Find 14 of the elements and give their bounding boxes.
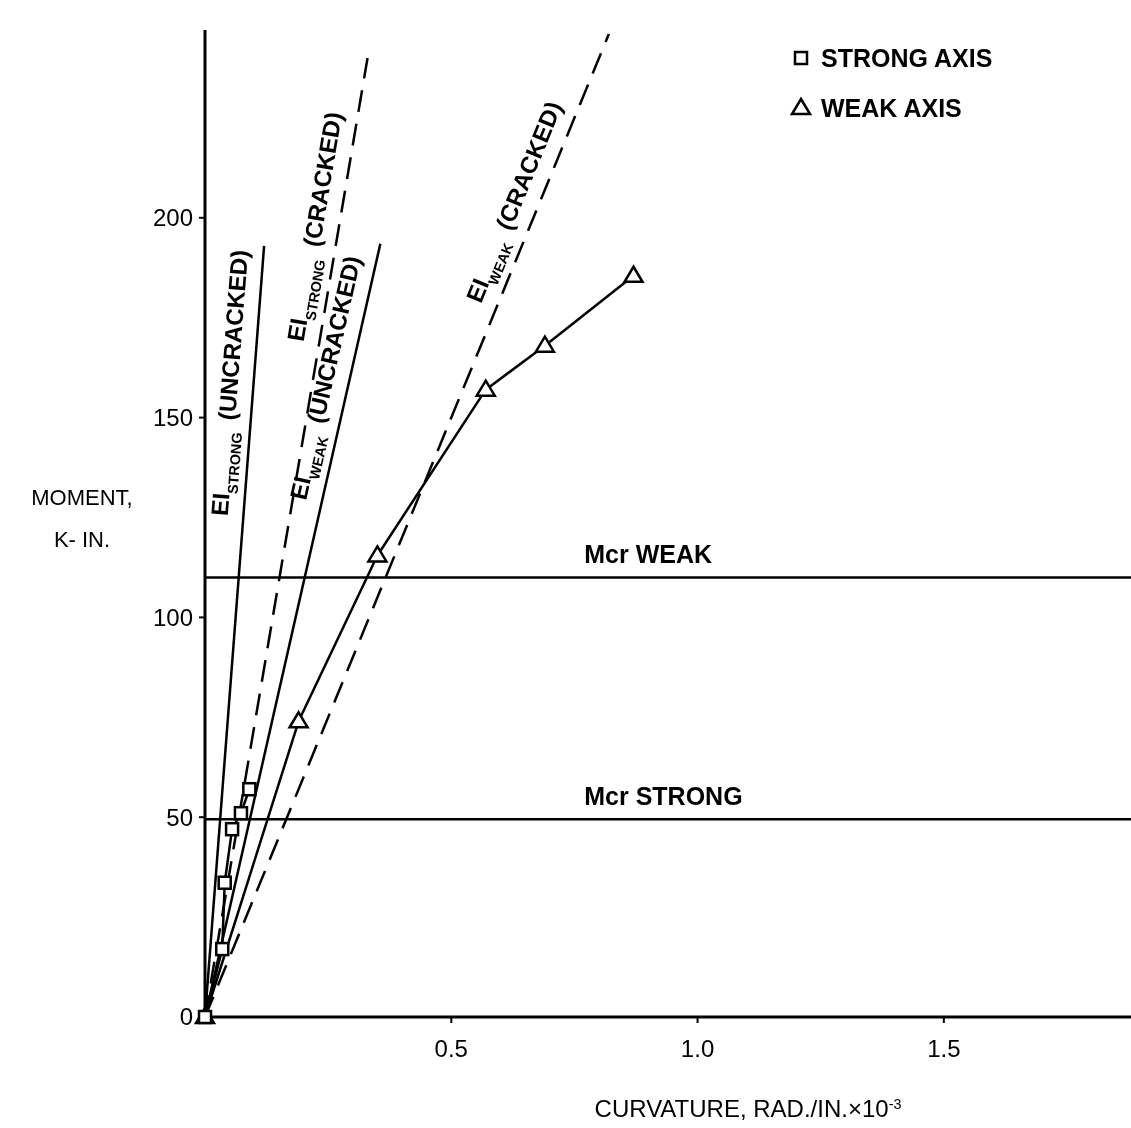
ref-line-label: Mcr WEAK bbox=[584, 540, 713, 569]
x-tick-label: 0.5 bbox=[434, 1035, 468, 1062]
legend-label: WEAK AXIS bbox=[821, 93, 962, 122]
y-tick-label: 150 bbox=[152, 404, 193, 432]
legend-label: STRONG AXIS bbox=[821, 43, 993, 72]
y-tick-label: 200 bbox=[152, 204, 193, 232]
x-tick-label: 1.0 bbox=[680, 1035, 715, 1062]
y-axis-title: MOMENT, K- IN. bbox=[31, 485, 133, 552]
y-tick-label: 50 bbox=[166, 803, 193, 831]
x-axis-title: CURVATURE, RAD./IN.×10$^{-3}$ bbox=[594, 1095, 902, 1122]
y-tick-label: 0 bbox=[179, 1003, 193, 1031]
ref-line-label: Mcr STRONG bbox=[584, 782, 743, 811]
y-tick-label: 100 bbox=[152, 603, 193, 631]
x-tick-label: 1.5 bbox=[927, 1035, 961, 1062]
